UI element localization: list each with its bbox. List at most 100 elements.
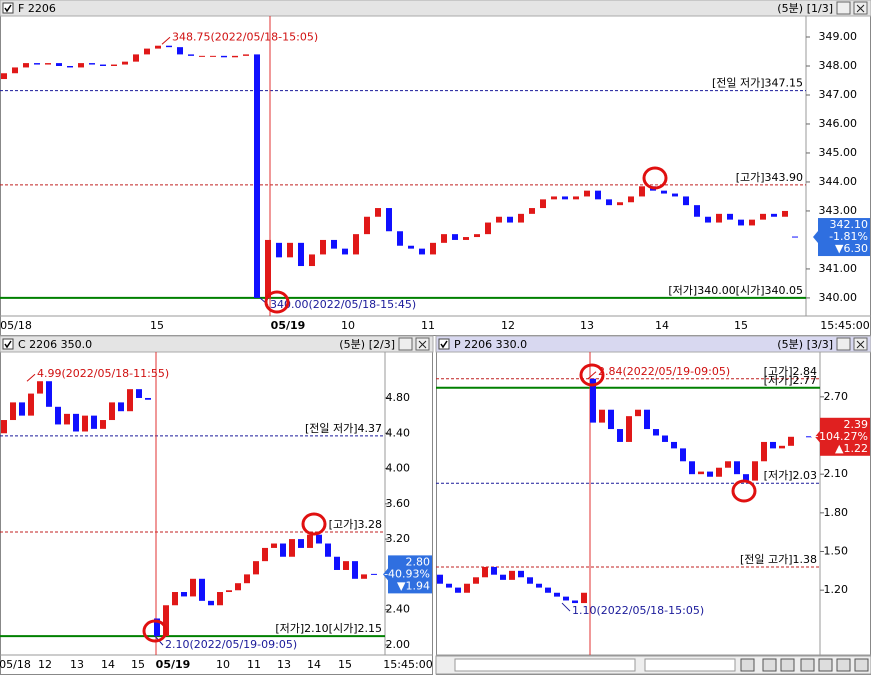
candle [111, 64, 117, 66]
candle [734, 461, 740, 475]
checkbox[interactable] [2, 2, 14, 14]
candle [507, 216, 513, 223]
candle [716, 213, 722, 223]
x-tick-label: 12 [501, 319, 515, 332]
last-price-pointer [815, 430, 820, 443]
toolbar-button[interactable] [762, 658, 777, 672]
page-index: [2/3] [369, 338, 395, 351]
candle [536, 583, 542, 588]
last-price-text: ▼6.30 [835, 242, 868, 255]
x-tick-label: 12 [38, 658, 52, 671]
check-mark [440, 340, 448, 349]
y-tick-label: 349.00 [819, 30, 858, 43]
reference-label: [고가]343.90 [736, 171, 803, 184]
annotation: 340.00(2022/05/18-15:45) [270, 298, 416, 311]
candle [680, 448, 686, 462]
toolbar-button[interactable] [800, 658, 815, 672]
last-price-text: -1.81% [829, 230, 868, 243]
candle [364, 216, 370, 235]
title-bar [435, 335, 871, 353]
candle [518, 213, 524, 223]
candle [408, 245, 414, 249]
candle [446, 583, 452, 588]
candle [331, 239, 337, 249]
candle [82, 415, 88, 432]
max-button[interactable] [836, 337, 851, 351]
candle [244, 574, 250, 584]
candle [743, 474, 749, 481]
y-tick-label: 3.60 [386, 497, 411, 510]
toolbar-button[interactable] [836, 658, 851, 672]
scroll-track [454, 658, 636, 672]
last-price-text: ▲1.22 [835, 442, 868, 455]
candle [419, 248, 425, 255]
close-icon [856, 340, 865, 349]
y-tick-label: 345.00 [819, 146, 858, 159]
highlight-circle [579, 363, 605, 387]
candle [181, 592, 187, 597]
candle [254, 54, 260, 298]
toolbar-button[interactable] [780, 658, 795, 672]
candle [342, 248, 348, 255]
candle [309, 254, 315, 267]
annotation-pointer [161, 36, 171, 45]
candle [482, 566, 488, 578]
x-tick-label: 05/19 [156, 658, 191, 671]
candle [518, 570, 524, 578]
checkbox[interactable] [2, 338, 14, 350]
candle [441, 234, 447, 243]
candle [617, 429, 623, 442]
candle [188, 54, 194, 56]
max-button[interactable] [398, 337, 413, 351]
candle [584, 190, 590, 197]
reference-label: [저가]2.77 [764, 374, 817, 387]
close-icon [418, 340, 427, 349]
candle [154, 618, 160, 637]
candle [19, 402, 25, 416]
candle [280, 543, 286, 557]
candle [217, 592, 223, 606]
candle [496, 216, 502, 223]
candle [683, 196, 689, 206]
annotation: 348.75(2022/05/18-15:05) [172, 30, 318, 43]
candle [265, 239, 271, 298]
y-tick-label: 2.40 [386, 603, 411, 616]
candle [698, 471, 704, 475]
candle [100, 420, 106, 429]
candle [725, 461, 731, 468]
candle [644, 409, 650, 430]
candle [752, 461, 758, 481]
x-tick-label: 15:45:00 [383, 658, 432, 671]
candle [155, 45, 161, 49]
toolbar-button[interactable] [854, 658, 869, 672]
zoom-slider[interactable] [644, 658, 736, 672]
candle [662, 435, 668, 442]
candle [430, 242, 436, 255]
max-button[interactable] [836, 1, 851, 15]
y-tick-label: 1.50 [824, 545, 849, 558]
candle [738, 219, 744, 226]
annotation-pointer [587, 371, 597, 380]
candle [199, 55, 205, 57]
candle [172, 592, 178, 606]
toolbar-button[interactable] [818, 658, 833, 672]
candle [289, 539, 295, 557]
last-price-box [818, 218, 870, 257]
x-tick-label: 15 [131, 658, 145, 671]
page-index: [1/3] [807, 2, 833, 15]
candle [343, 561, 349, 570]
candle [563, 596, 569, 601]
y-tick-label: 340.00 [819, 291, 858, 304]
candle [761, 441, 767, 462]
x-tick-label: 15 [734, 319, 748, 332]
toolbar-button[interactable] [740, 658, 755, 672]
x-tick-label: 11 [421, 319, 435, 332]
x-tick-label: 14 [655, 319, 669, 332]
candle [554, 592, 560, 597]
candle [626, 416, 632, 442]
candle [527, 577, 533, 584]
candle [298, 539, 304, 548]
candle [221, 55, 227, 58]
candle [464, 583, 470, 593]
checkbox[interactable] [438, 338, 450, 350]
